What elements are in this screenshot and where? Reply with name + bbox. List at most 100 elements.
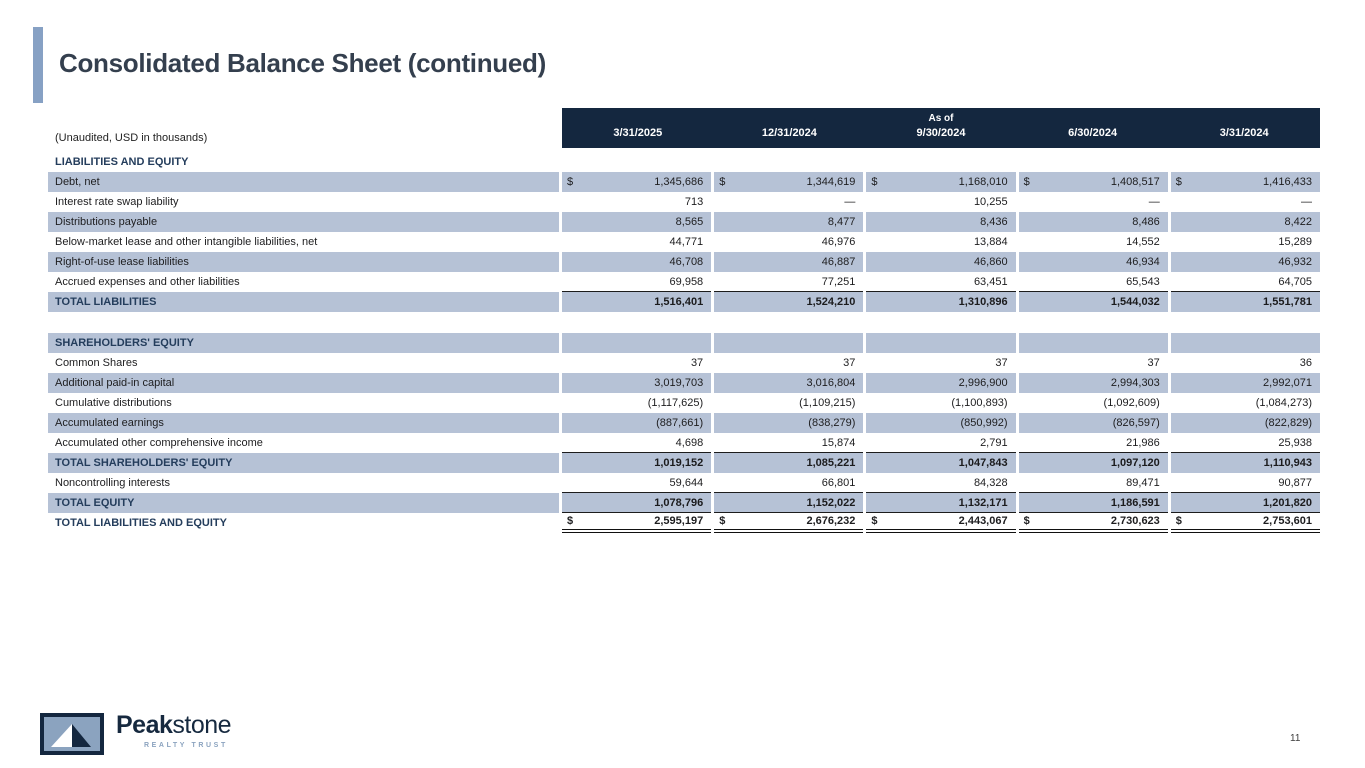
row-value-cell: 46,887 <box>714 252 864 272</box>
company-logo: Peakstone REALTY TRUST <box>40 711 232 755</box>
table-row-liabilities-and-equity: LIABILITIES AND EQUITY <box>48 152 1320 172</box>
cell-value: 2,443,067 <box>958 515 1008 527</box>
column-date-1: 3/31/2025 <box>613 127 663 139</box>
cell-value: 37 <box>1147 357 1160 369</box>
row-value-cell: 90,877 <box>1170 473 1320 493</box>
row-value-cell: 37 <box>714 353 863 373</box>
row-value-cell: $1,408,517 <box>1018 172 1168 192</box>
table-row-additional-paid-in-capital: Additional paid-in capital 3,019,703 3,016… <box>48 373 1320 393</box>
cell-value: 8,486 <box>1132 216 1160 228</box>
row-value-cell: 8,565 <box>562 212 712 232</box>
cell-value: 37 <box>690 357 704 369</box>
row-value-cell: 89,471 <box>1018 473 1168 493</box>
row-value-cell: 44,771 <box>562 232 711 252</box>
table-row-total-shareholders-equity: TOTAL SHAREHOLDERS' EQUITY 1,019,152 1,085… <box>48 453 1320 473</box>
row-value-cell: (1,092,609) <box>1019 393 1168 413</box>
currency-symbol: $ <box>567 176 574 188</box>
cell-value: (1,084,273) <box>1255 397 1312 409</box>
row-value-cell: (822,829) <box>1170 413 1320 433</box>
cell-value: — <box>1300 196 1312 208</box>
row-label: TOTAL EQUITY <box>48 493 559 513</box>
table-header: (Unaudited, USD in thousands) As of 3/31… <box>48 108 1320 148</box>
row-value-cell: 8,436 <box>866 212 1016 232</box>
row-value-cell: 2,992,071 <box>1170 373 1320 393</box>
row-value-cell: (850,992) <box>866 413 1016 433</box>
as-of-label: As of <box>928 113 954 124</box>
row-value-cell: 46,708 <box>562 252 712 272</box>
header-band: As of 3/31/2025 12/31/2024 9/30/2024 6/3… <box>562 108 1320 148</box>
table-row-interest-rate-swap-liability: Interest rate swap liability 713 — 10,255 — — <box>48 192 1320 212</box>
row-value-cell: $2,753,601 <box>1170 513 1320 533</box>
balance-sheet-table: (Unaudited, USD in thousands) As of 3/31… <box>48 108 1320 533</box>
cell-value: (1,109,215) <box>799 397 856 409</box>
peakstone-logo-icon <box>40 713 104 755</box>
cell-value: 1,152,022 <box>806 496 856 509</box>
cell-value: 1,544,032 <box>1110 296 1160 308</box>
row-value-cell: 37 <box>562 353 711 373</box>
table-row-shareholders-equity: SHAREHOLDERS' EQUITY <box>48 333 1320 353</box>
table-row-accumulated-other-comprehensive-income: Accumulated other comprehensive income 4,… <box>48 433 1320 453</box>
column-date-4: 6/30/2024 <box>1068 127 1118 139</box>
cell-value: 90,877 <box>1278 476 1312 489</box>
row-value-cell: 21,986 <box>1018 433 1168 453</box>
row-value-cell: 8,477 <box>714 212 864 232</box>
cell-value: 1,344,619 <box>806 176 856 188</box>
row-label: Debt, net <box>48 172 559 192</box>
currency-symbol: $ <box>719 515 726 527</box>
row-value-cell <box>1018 333 1168 353</box>
row-value-cell: 1,544,032 <box>1018 292 1168 312</box>
cell-value: 46,708 <box>669 256 704 268</box>
cell-value: 4,698 <box>675 436 704 449</box>
cell-value: 59,644 <box>669 476 704 489</box>
row-value-cell: 8,422 <box>1170 212 1320 232</box>
cell-value: 15,289 <box>1278 236 1312 248</box>
cell-value: 3,019,703 <box>654 377 704 389</box>
cell-value: 1,078,796 <box>654 496 704 509</box>
cell-value: 1,310,896 <box>958 296 1008 308</box>
row-value-cell: $1,345,686 <box>562 172 712 192</box>
table-row-total-equity: TOTAL EQUITY 1,078,796 1,152,022 1,132,171 1… <box>48 493 1320 513</box>
row-value-cell: 69,958 <box>562 272 712 292</box>
table-row-common-shares: Common Shares 37 37 37 37 36 <box>48 353 1320 373</box>
table-row-cumulative-distributions: Cumulative distributions (1,117,625) (1,10… <box>48 393 1320 413</box>
row-value-cell: 46,934 <box>1018 252 1168 272</box>
row-value-cell: 713 <box>562 192 711 212</box>
logo-name-bold: Peak <box>116 711 173 739</box>
column-date-3: 9/30/2024 <box>916 127 966 139</box>
row-label: SHAREHOLDERS' EQUITY <box>48 333 559 353</box>
row-value-cell: 1,152,022 <box>714 493 864 513</box>
row-value-cell: 15,289 <box>1171 232 1320 252</box>
row-value-cell: $1,168,010 <box>866 172 1016 192</box>
cell-value: 46,860 <box>973 256 1008 268</box>
cell-value: 21,986 <box>1126 436 1160 449</box>
cell-value: 77,251 <box>821 275 856 288</box>
row-label: TOTAL LIABILITIES AND EQUITY <box>55 517 227 529</box>
row-value-cell: 1,201,820 <box>1170 493 1320 513</box>
row-value-cell: 1,310,896 <box>866 292 1016 312</box>
cell-value: (1,117,625) <box>647 397 704 409</box>
row-label: LIABILITIES AND EQUITY <box>55 156 189 168</box>
row-value-cell: 59,644 <box>562 473 712 493</box>
row-value-cell: 2,996,900 <box>866 373 1016 393</box>
table-row-accumulated-earnings: Accumulated earnings (887,661) (838,279) (8… <box>48 413 1320 433</box>
cell-value: 1,551,781 <box>1263 296 1312 308</box>
table-row-total-liabilities-and-equity: TOTAL LIABILITIES AND EQUITY $2,595,197 $2… <box>48 513 1320 533</box>
cell-value: 1,047,843 <box>958 457 1008 469</box>
cell-value: 2,791 <box>980 436 1008 449</box>
currency-symbol: $ <box>871 176 878 188</box>
row-value-cell: 15,874 <box>714 433 864 453</box>
row-value-cell: (826,597) <box>1018 413 1168 433</box>
cell-value: 36 <box>1299 357 1312 369</box>
column-date-2: 12/31/2024 <box>761 127 817 139</box>
row-value-cell: 1,551,781 <box>1170 292 1320 312</box>
row-value-cell: 46,932 <box>1170 252 1320 272</box>
cell-value: 46,934 <box>1126 256 1160 268</box>
table-row-right-of-use-lease-liabilities: Right-of-use lease liabilities 46,708 46,8… <box>48 252 1320 272</box>
title-accent-bar <box>33 27 43 103</box>
row-value-cell: 1,047,843 <box>866 453 1016 473</box>
row-label: TOTAL SHAREHOLDERS' EQUITY <box>48 453 559 473</box>
cell-value: 1,416,433 <box>1263 176 1312 188</box>
row-value-cell: (1,117,625) <box>562 393 711 413</box>
row-value-cell: 77,251 <box>714 272 864 292</box>
cell-value: (1,092,609) <box>1103 397 1160 409</box>
